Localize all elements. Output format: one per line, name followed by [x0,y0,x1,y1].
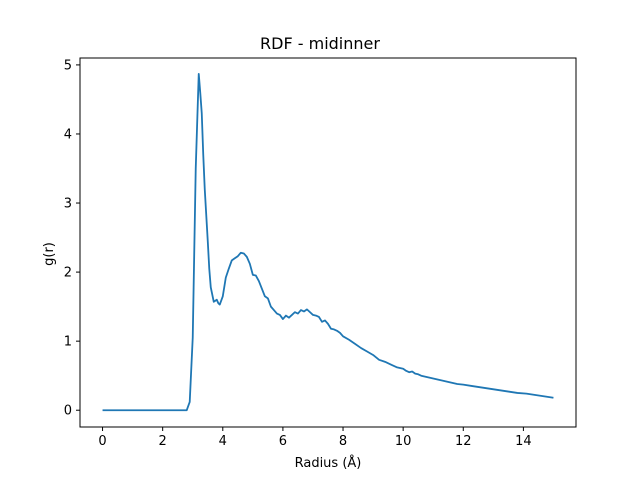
x-tick-label: 14 [515,434,532,449]
series-line [102,72,554,412]
y-tick-label: 2 [64,266,72,281]
plot-area [102,72,554,412]
y-axis-ticks: 0 1 2 3 4 5 [64,58,80,419]
y-tick-label: 5 [64,58,72,73]
x-axis-ticks: 0 2 4 6 8 10 12 14 [98,427,532,449]
x-tick-label: 0 [98,434,106,449]
x-axis-label: Radius (Å) [295,455,362,471]
x-tick-label: 12 [455,434,472,449]
x-tick-label: 2 [159,434,167,449]
x-tick-label: 4 [219,434,227,449]
x-tick-label: 6 [279,434,287,449]
chart-title: RDF - midinner [260,34,380,53]
y-tick-label: 3 [64,197,72,212]
x-tick-label: 8 [339,434,347,449]
axes-frame [79,57,577,428]
x-tick-label: 10 [395,434,412,449]
y-tick-label: 1 [64,335,72,350]
y-tick-label: 4 [64,127,72,142]
y-axis-label: g(r) [42,242,57,266]
y-tick-label: 0 [64,404,72,419]
